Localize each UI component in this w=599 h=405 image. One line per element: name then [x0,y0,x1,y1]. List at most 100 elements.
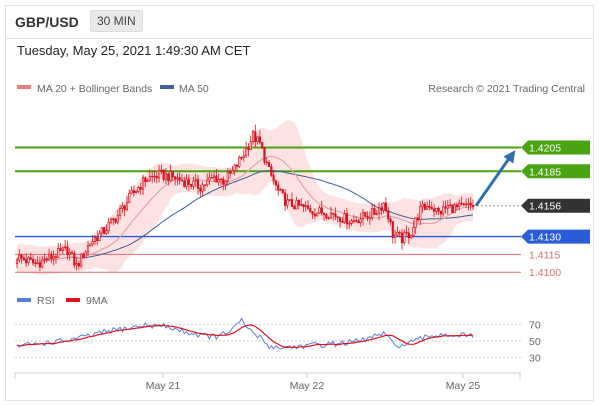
candle-body [437,207,440,212]
candle-body [350,220,353,224]
candle [393,229,397,244]
candle [199,184,202,198]
candle-body [339,217,342,222]
support-1-tag [521,229,590,244]
candle [210,172,213,179]
candle [190,183,193,190]
rsi-legend: RSI 9MA [17,295,108,307]
candle [47,248,51,261]
candle [247,143,250,157]
resistance-2-label: 1.4205 [529,143,561,155]
candle [267,160,271,167]
candle [467,197,470,211]
candle [20,253,23,264]
candle [84,250,87,259]
candle [322,212,326,221]
candle [15,257,19,269]
candle-body [217,179,220,183]
candle-body [155,175,158,179]
candle-body [396,231,399,236]
resistance-1-label: 1.4185 [529,166,561,178]
candle-body [27,257,30,264]
candle [251,129,255,145]
candle-body [86,245,90,253]
candle-body [176,177,179,180]
support-2-label: 1.4115 [529,249,560,261]
moving-average-group [16,155,474,262]
candle-body [139,187,142,190]
candle-body [467,202,470,205]
candle [114,218,117,224]
candle-body [398,231,401,234]
x-tick-label: May 25 [446,380,481,392]
candle [64,240,67,251]
candle [57,243,60,258]
candle-body [297,200,300,206]
candle [52,250,55,266]
candle-body [73,252,76,266]
candle-body [18,254,21,261]
candle [96,230,99,246]
timeframe-badge[interactable]: 30 MIN [90,10,143,32]
candle [341,217,344,224]
candle-body [61,247,64,251]
candle [373,204,376,216]
candle [451,204,454,213]
candle [45,256,48,263]
candle-body [458,202,461,208]
candle [185,174,188,190]
candle [458,199,461,211]
candle [180,174,184,182]
candle [82,252,85,259]
candle [430,201,433,210]
candle-body [389,218,392,223]
candle [178,172,181,185]
candle [318,205,321,215]
candle [77,259,80,270]
candlestick-group [15,124,475,272]
candle [107,217,110,234]
candle-body [304,205,307,207]
candle-body [183,180,186,187]
candle-body [274,180,278,186]
symbol-label: GBP/USD [15,14,79,30]
candle [419,201,422,225]
candle-body [364,211,367,217]
candle [284,189,287,211]
candle [148,169,151,182]
candle-body [206,179,209,186]
candle [442,200,445,218]
legend-ma20-swatch [17,85,31,89]
candle [293,204,296,210]
candle-body [153,175,156,178]
candle-body [410,234,413,238]
forecast-group [474,150,516,207]
legend-rsi-swatch [17,298,31,302]
candle [68,248,71,261]
candle [302,204,305,212]
candle [89,243,92,247]
candle [423,202,426,211]
candle [469,197,472,211]
candle-body [68,252,71,255]
candle-body [318,207,321,214]
candle-body [15,259,19,265]
rsi-tick-30: 30 [529,353,541,365]
candle-body [194,179,197,182]
candle-body [114,218,117,223]
candle [455,202,459,211]
candle [233,163,236,176]
candle [164,167,168,184]
candle-body [45,258,48,261]
candle-body [327,217,330,219]
candle-body [295,200,298,210]
x-tick-label: May 21 [146,380,181,392]
candle [125,195,129,212]
resistance-1-tag [521,164,590,179]
candle [325,212,328,221]
candle-body [316,212,319,217]
x-tick-label: May 22 [290,380,325,392]
candle-body [121,205,124,209]
candle-body [426,205,429,210]
candle [265,157,268,166]
